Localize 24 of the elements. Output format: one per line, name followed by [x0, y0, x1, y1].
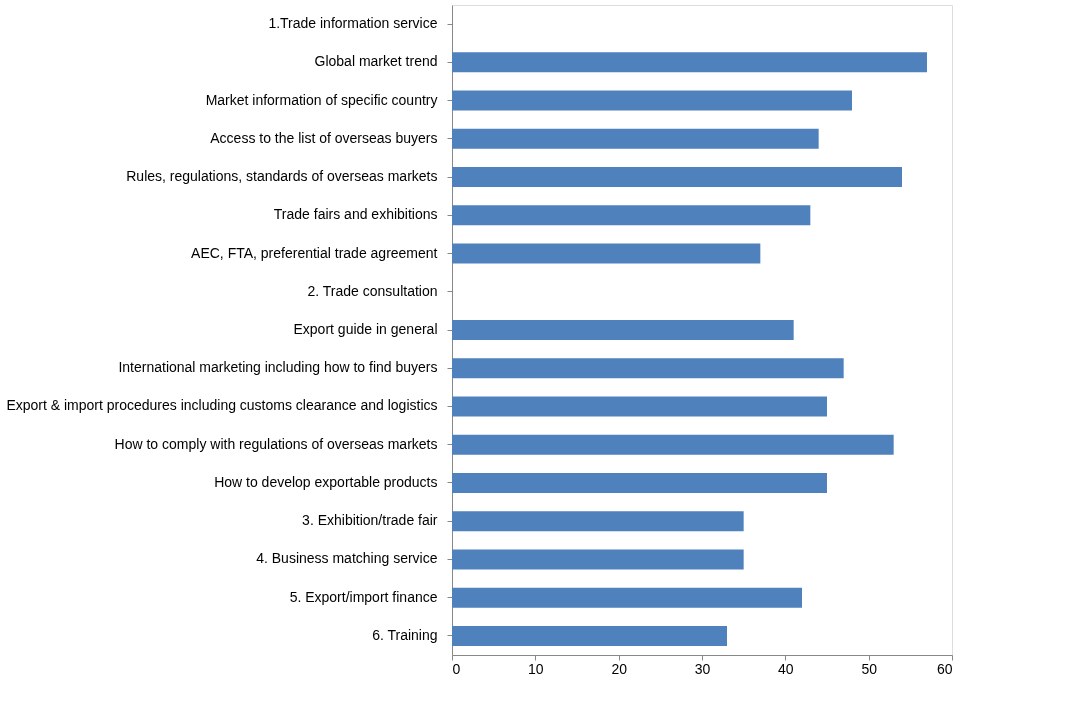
y-tick-label: 6. Training	[372, 626, 438, 643]
y-tick-label: Rules, regulations, standards of overseas markets	[126, 168, 438, 185]
y-tick-label: International marketing including how to find buyers	[118, 359, 438, 376]
x-tick-label: 60	[936, 660, 953, 677]
y-tick-label: Global market trend	[314, 53, 438, 70]
y-tick-label: How to comply with regulations of overseas markets	[114, 435, 438, 452]
y-tick-label: 4. Business matching service	[256, 550, 438, 567]
x-tick-label: 20	[611, 660, 628, 677]
x-tick-label: 0	[452, 660, 461, 677]
x-tick-label: 30	[694, 660, 711, 677]
y-tick-label: 3. Exhibition/trade fair	[302, 512, 438, 529]
y-tick-label: Export guide in general	[293, 321, 438, 337]
x-tick-label: 40	[778, 660, 794, 677]
x-tick-label: 10	[528, 660, 544, 677]
y-tick-label: Access to the list of overseas buyers	[210, 129, 438, 146]
y-tick-label: 2. Trade consultation	[307, 282, 438, 299]
y-tick-label: Export & import procedures including customs clearance and logistics	[6, 397, 438, 414]
y-tick-label: 5. Export/import finance	[289, 588, 438, 605]
y-tick-label: How to develop exportable products	[214, 473, 438, 490]
y-tick-label: Market information of specific country	[205, 91, 438, 108]
y-tick-label: AEC, FTA, preferential trade agreement	[191, 244, 438, 261]
x-tick-label: 50	[861, 660, 878, 677]
y-tick-label: 1.Trade information service	[268, 15, 438, 32]
y-tick-label: Trade fairs and exhibitions	[273, 206, 438, 223]
